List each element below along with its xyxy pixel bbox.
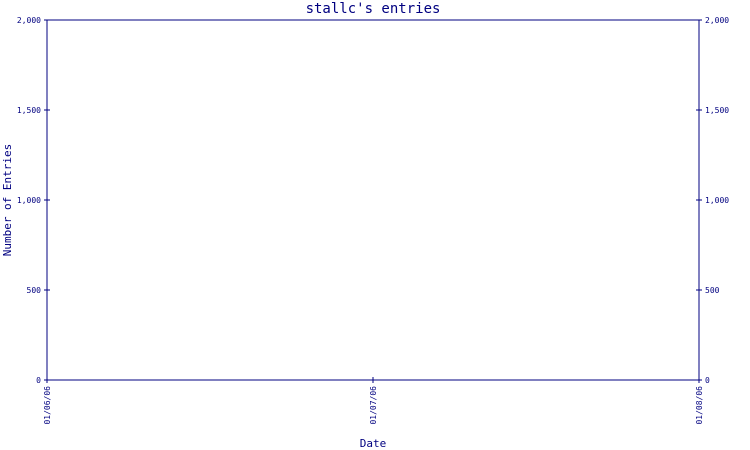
y-tick-label-left: 1,500 (17, 106, 41, 115)
y-axis-left: 0 500 1,000 1,500 2,000 (17, 16, 50, 385)
y-tick-label-left: 1,000 (17, 196, 41, 205)
y-tick-label-right: 500 (705, 286, 720, 295)
x-tick-label: 01/07/06 (369, 386, 378, 425)
y-axis-title: Number of Entries (1, 144, 14, 257)
x-tick-label: 01/06/06 (43, 386, 52, 425)
y-tick-label-left: 2,000 (17, 16, 41, 25)
plot-area-frame (46, 19, 700, 381)
x-axis-title: Date (360, 437, 387, 450)
x-tick-label: 01/08/06 (695, 386, 704, 425)
chart-title: stallc's entries (306, 1, 441, 17)
y-axis-right: 0 500 1,000 1,500 2,000 (696, 16, 729, 385)
y-tick-label-right: 2,000 (705, 16, 729, 25)
x-axis: 01/06/06 01/07/06 01/08/06 (43, 377, 704, 425)
y-tick-label-left: 500 (27, 286, 42, 295)
y-tick-label-right: 0 (705, 376, 710, 385)
y-tick-label-right: 1,500 (705, 106, 729, 115)
y-tick-label-right: 1,000 (705, 196, 729, 205)
y-tick-label-left: 0 (36, 376, 41, 385)
